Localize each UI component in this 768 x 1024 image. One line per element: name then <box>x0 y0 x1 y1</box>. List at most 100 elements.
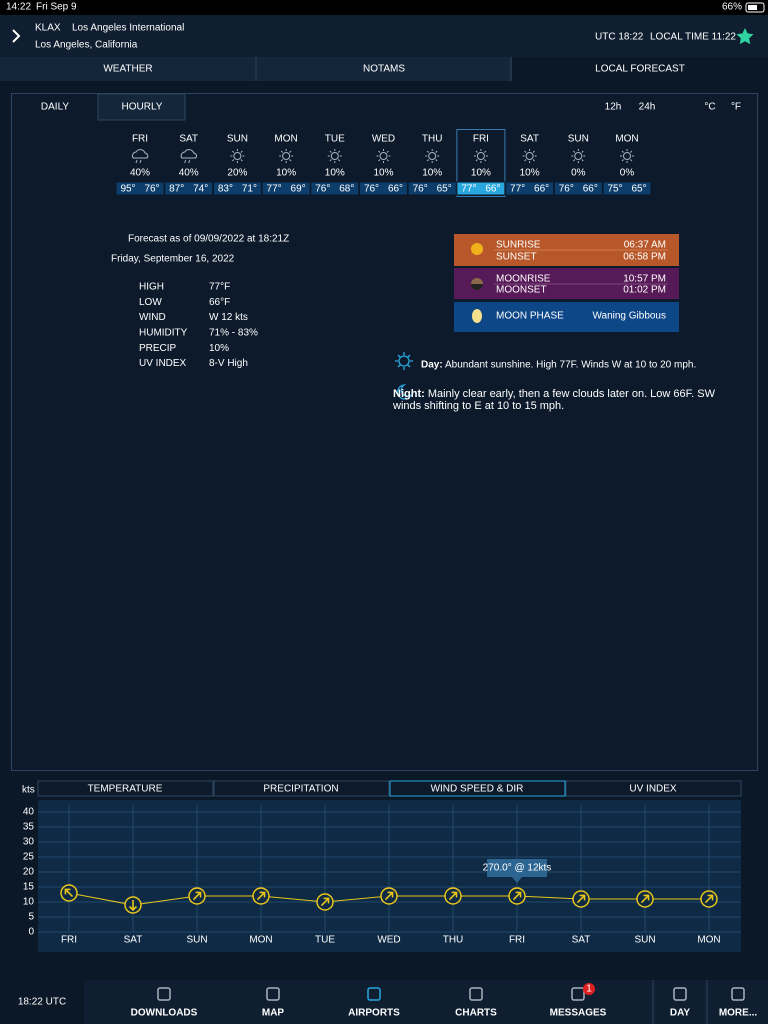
detail-label: HUMIDITY <box>139 328 188 339</box>
chart-tab-label[interactable]: TEMPERATURE <box>88 784 163 795</box>
detail-value: 77°F <box>209 282 230 293</box>
day-name[interactable]: SAT <box>179 134 198 145</box>
status-bar <box>0 0 768 15</box>
sun-rays <box>473 149 488 163</box>
temp-box <box>115 181 165 196</box>
day-name[interactable]: SUN <box>227 134 248 145</box>
wind-point <box>380 887 398 905</box>
nav-label[interactable]: MAP <box>262 1008 285 1019</box>
badge <box>583 983 595 995</box>
nav-label[interactable]: DAY <box>670 1008 691 1019</box>
unit-toggle[interactable]: °F <box>731 102 741 113</box>
airport-name: Los Angeles International <box>72 23 184 34</box>
high-temp: 76° <box>413 184 428 195</box>
astro-label: SUNSET <box>496 252 537 263</box>
day-name[interactable]: FRI <box>132 134 148 145</box>
chart-tab[interactable] <box>213 780 390 797</box>
high-temp: 76° <box>364 184 379 195</box>
wind-arrow <box>384 891 394 901</box>
time-format[interactable]: 24h <box>639 102 656 113</box>
day-name[interactable]: WED <box>372 134 395 145</box>
nav-label[interactable]: CHARTS <box>455 1008 497 1019</box>
low-temp: 65° <box>631 184 646 195</box>
airport-location: Los Angeles, California <box>35 40 138 51</box>
temp-box <box>359 181 408 196</box>
temp-box <box>310 181 360 196</box>
astro-value: 06:37 AM <box>624 240 666 251</box>
nav-label[interactable]: AIRPORTS <box>348 1008 400 1019</box>
wind-arrow <box>704 894 714 904</box>
high-temp: 83° <box>218 184 233 195</box>
low-temp: 76° <box>144 184 159 195</box>
chart-tab-label[interactable]: PRECIPITATION <box>263 784 338 795</box>
day-name[interactable]: TUE <box>325 134 345 145</box>
nav-label[interactable]: MORE... <box>719 1008 758 1019</box>
precip: 10% <box>325 168 345 179</box>
temp-box <box>602 181 652 196</box>
wind-point <box>124 896 142 914</box>
low-temp: 69° <box>291 184 306 195</box>
day-name[interactable]: MON <box>274 134 297 145</box>
time-format[interactable]: 12h <box>605 102 622 113</box>
y-tick-label: 5 <box>28 912 34 923</box>
chart-tab[interactable] <box>37 780 214 797</box>
high-temp: 76° <box>559 184 574 195</box>
subtab-label[interactable]: HOURLY <box>122 102 163 113</box>
wind-arrow <box>256 891 266 901</box>
chart-tab[interactable] <box>389 780 566 797</box>
day-name[interactable]: SUN <box>568 134 589 145</box>
status-date: Fri Sep 9 <box>36 2 77 13</box>
detail-value: 66°F <box>209 297 230 308</box>
astro-value: 10:57 PM <box>623 274 666 285</box>
y-tick-label: 10 <box>23 897 35 908</box>
sun-icon <box>574 152 583 160</box>
x-tick-label: FRI <box>61 935 77 946</box>
x-tick-label: THU <box>443 935 464 946</box>
wind-arrow <box>320 897 330 907</box>
tab[interactable]: NOTAMS <box>363 64 405 75</box>
precip: 40% <box>179 168 199 179</box>
nav-label[interactable]: MESSAGES <box>550 1008 607 1019</box>
y-tick-label: 35 <box>23 822 35 833</box>
astro-value: Waning Gibbous <box>592 311 666 322</box>
wind-point <box>316 893 334 911</box>
precip: 10% <box>471 168 491 179</box>
nav-label[interactable]: DOWNLOADS <box>131 1008 198 1019</box>
tab[interactable]: LOCAL FORECAST <box>595 64 685 75</box>
night-narrative: Night: Mainly clear early, then a few cl… <box>393 388 733 412</box>
chart-tab-label[interactable]: WIND SPEED & DIR <box>431 784 524 795</box>
nav-icon[interactable] <box>571 987 585 1001</box>
low-temp: 74° <box>193 184 208 195</box>
chart-tab[interactable] <box>565 780 742 797</box>
day-name[interactable]: FRI <box>473 134 489 145</box>
sun-icon <box>476 152 485 160</box>
nav-icon[interactable] <box>673 987 687 1001</box>
nav-icon[interactable] <box>367 987 381 1001</box>
header-bar <box>0 15 768 57</box>
content-panel <box>11 93 758 771</box>
utc-time: UTC 18:22 <box>595 32 644 43</box>
subtab-label[interactable]: DAILY <box>41 102 69 113</box>
day-name[interactable]: SAT <box>520 134 539 145</box>
day-selected <box>456 129 506 197</box>
nav-icon[interactable] <box>266 987 280 1001</box>
wind-arrow <box>640 894 650 904</box>
back-chevron[interactable] <box>12 29 21 43</box>
precip: 0% <box>571 168 586 179</box>
tab[interactable]: WEATHER <box>103 64 152 75</box>
chart-tab-label[interactable]: UV INDEX <box>629 784 677 795</box>
day-name[interactable]: MON <box>615 134 638 145</box>
detail-label: UV INDEX <box>139 358 187 369</box>
temp-box <box>456 181 506 196</box>
precip: 10% <box>373 168 393 179</box>
favorite-star[interactable] <box>736 28 754 45</box>
day-name[interactable]: THU <box>422 134 443 145</box>
low-temp: 66° <box>485 184 500 195</box>
nav-icon[interactable] <box>731 987 745 1001</box>
airport-code: KLAX <box>35 23 61 34</box>
nav-icon[interactable] <box>157 987 171 1001</box>
unit-toggle[interactable]: °C <box>704 102 715 113</box>
nav-icon[interactable] <box>469 987 483 1001</box>
precip: 40% <box>130 168 150 179</box>
